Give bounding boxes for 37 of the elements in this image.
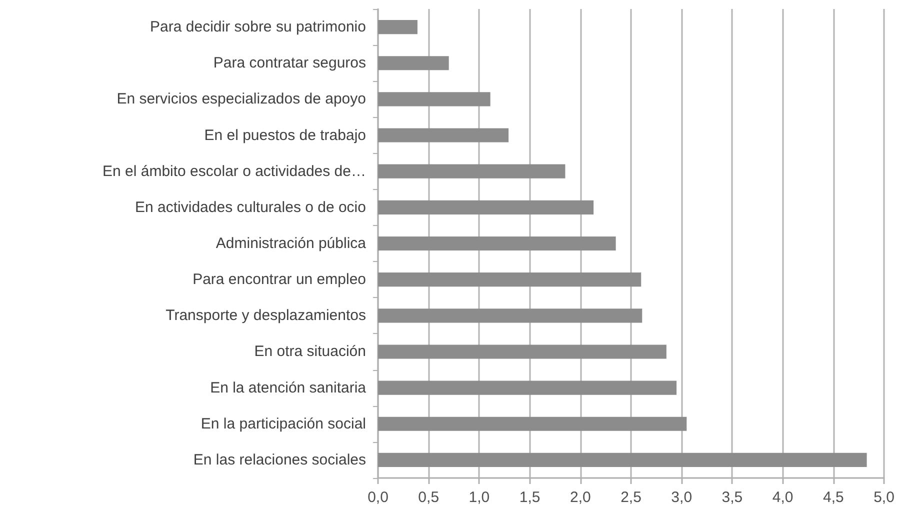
bar	[378, 308, 642, 323]
x-tick-label: 1,5	[519, 489, 540, 506]
y-tick-label: En otra situación	[254, 343, 366, 360]
y-tick-label: En la atención sanitaria	[210, 379, 367, 396]
bar	[378, 236, 616, 251]
y-tick-label: Para contratar seguros	[213, 54, 366, 72]
bar	[378, 344, 666, 359]
x-tick-label: 4,0	[772, 489, 794, 506]
bar	[378, 128, 509, 142]
x-tick-label: 3,5	[722, 489, 743, 506]
y-tick-label: En actividades culturales o de ocio	[135, 198, 366, 216]
x-tick-label: 2,5	[620, 489, 642, 506]
y-tick-label: En el puestos de trabajo	[204, 126, 366, 144]
y-tick-label: Para decidir sobre su patrimonio	[150, 18, 366, 36]
bar	[378, 92, 490, 106]
bar	[378, 380, 677, 395]
y-tick-label: Administración pública	[216, 235, 367, 252]
bar	[378, 272, 642, 287]
x-tick-label: 3,0	[671, 489, 692, 506]
bar	[378, 200, 594, 214]
bar	[378, 416, 687, 431]
bar	[378, 452, 867, 467]
x-tick-label: 2,0	[570, 489, 591, 506]
y-tick-label: Transporte y desplazamientos	[166, 307, 366, 324]
y-tick-label: En el ámbito escolar o actividades de…	[102, 162, 366, 180]
x-tick-label: 4,5	[822, 489, 844, 506]
bar	[378, 56, 449, 70]
y-tick-label: En la participación social	[200, 415, 366, 432]
y-tick-label: En las relaciones sociales	[193, 451, 366, 468]
y-tick-label: Para encontrar un empleo	[192, 271, 366, 288]
bar	[378, 164, 566, 178]
y-tick-label: En servicios especializados de apoyo	[116, 90, 366, 108]
x-tick-label: 0,5	[418, 489, 440, 506]
bar	[378, 20, 418, 34]
x-tick-label: 1,0	[468, 489, 490, 506]
x-tick-label: 0,0	[368, 489, 388, 506]
x-tick-label: 5,0	[874, 489, 894, 506]
